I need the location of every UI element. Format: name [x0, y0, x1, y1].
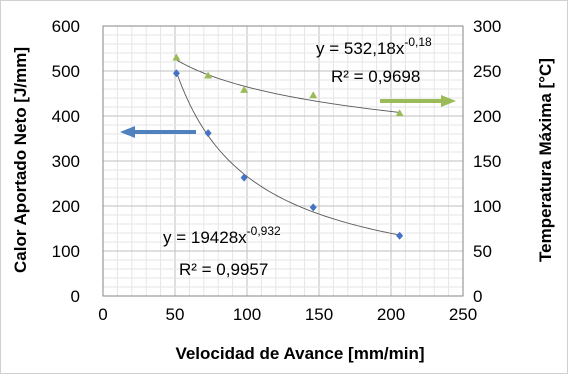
data-point-right	[172, 53, 181, 61]
data-point-left	[204, 129, 212, 138]
data-point-right	[395, 109, 404, 117]
data-point-left	[396, 231, 404, 240]
y-left-axis-title: Calor Aportado Neto [J/mm]	[11, 47, 30, 273]
y-left-tick-labels: 0 100 200 300 400 500 600	[52, 17, 80, 306]
grid	[103, 26, 463, 296]
y-left-tick-label: 400	[52, 107, 80, 126]
data-point-left	[172, 69, 180, 78]
data-point-left	[240, 173, 248, 182]
y-left-tick-label: 100	[52, 242, 80, 261]
x-tick-label: 200	[377, 305, 405, 324]
y-right-axis-title: Temperatura Máxima [°C]	[536, 58, 555, 262]
arrow-left-indicator	[120, 126, 196, 138]
x-tick-label: 50	[166, 305, 185, 324]
data-point-right	[204, 71, 213, 79]
y-right-tick-labels: 0 50 100 150 200 250 300	[473, 17, 501, 306]
r2-left-series: R² = 0,9957	[179, 260, 268, 279]
y-right-tick-label: 250	[473, 62, 501, 81]
x-tick-label: 0	[98, 305, 107, 324]
equation-left-prefix: y = 19428x	[163, 228, 247, 247]
data-point-right	[309, 91, 318, 99]
data-point-left	[309, 203, 317, 212]
x-tick-label: 250	[449, 305, 477, 324]
equation-right-prefix: y = 532,18x	[316, 39, 405, 58]
y-right-tick-label: 100	[473, 197, 501, 216]
y-right-tick-label: 300	[473, 17, 501, 36]
trend-lines	[176, 59, 400, 236]
r2-right-series: R² = 0,9698	[331, 67, 420, 86]
equation-right-exponent: -0,18	[404, 35, 432, 49]
y-left-tick-label: 0	[71, 287, 80, 306]
x-tick-label: 150	[305, 305, 333, 324]
equation-right-series: y = 532,18x-0,18	[316, 35, 432, 58]
y-left-tick-label: 300	[52, 152, 80, 171]
x-axis-title: Velocidad de Avance [mm/min]	[175, 344, 424, 363]
markers	[172, 53, 404, 240]
trendline-left-series	[176, 71, 400, 236]
y-left-tick-label: 500	[52, 62, 80, 81]
equation-left-series: y = 19428x-0,932	[163, 224, 281, 247]
equation-left-exponent: -0,932	[247, 224, 281, 238]
x-tick-labels: 0 50 100 150 200 250	[98, 305, 477, 324]
trendline-right-series	[176, 59, 400, 113]
y-right-tick-label: 0	[473, 287, 482, 306]
y-left-tick-label: 200	[52, 197, 80, 216]
arrow-right-indicator	[380, 95, 456, 107]
y-left-tick-label: 600	[52, 17, 80, 36]
plot-frame	[102, 25, 464, 297]
y-right-tick-label: 150	[473, 152, 501, 171]
x-tick-label: 100	[233, 305, 261, 324]
data-point-right	[240, 85, 249, 93]
y-right-tick-label: 200	[473, 107, 501, 126]
y-right-tick-label: 50	[473, 242, 492, 261]
